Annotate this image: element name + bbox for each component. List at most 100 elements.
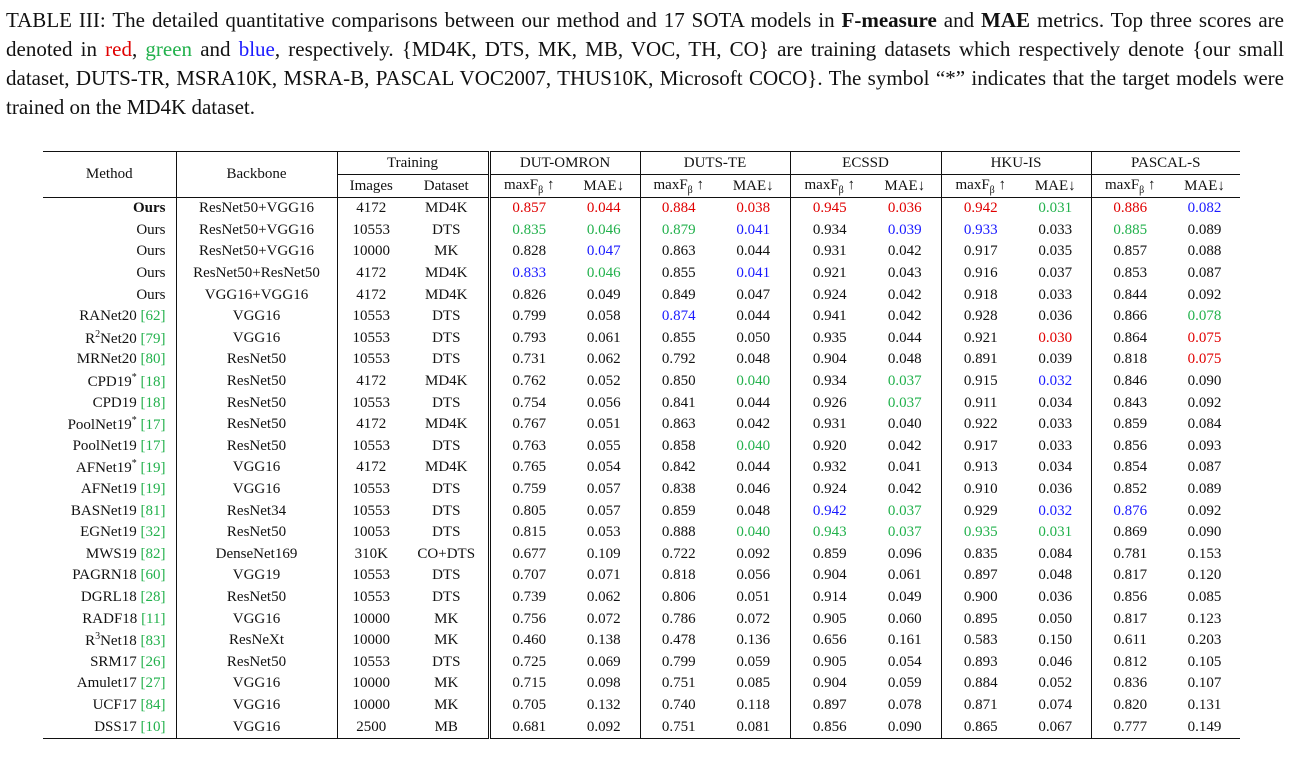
mae-value: 0.075 — [1187, 351, 1222, 368]
maxf-value: 0.934 — [812, 373, 847, 390]
citation-link[interactable]: [17] — [140, 417, 166, 434]
citation-link[interactable]: [10] — [140, 718, 166, 735]
beta-subscript: β — [687, 184, 693, 196]
images-cell: 10553 — [352, 221, 391, 238]
maxf-value: 0.869 — [1113, 524, 1148, 541]
maxf-value: 0.931 — [812, 243, 847, 260]
training-dataset-cell: DTS — [405, 327, 491, 350]
maxf-value: 0.905 — [812, 653, 847, 670]
maxf-value: 0.799 — [661, 653, 696, 670]
citation-link[interactable]: [32] — [140, 524, 166, 541]
method-cell: MWS19 [82] — [43, 543, 177, 566]
images-cell: 10553 — [352, 481, 391, 498]
method-name: PAGRN18 — [72, 567, 141, 584]
beta-subscript: β — [989, 184, 995, 196]
maxf-value: 0.917 — [963, 243, 998, 260]
citation-link[interactable]: [28] — [140, 588, 166, 605]
citation-link[interactable]: [19] — [140, 460, 166, 477]
mae-value: 0.084 — [1020, 543, 1092, 566]
maxf-value: 0.924 — [812, 286, 847, 303]
citation-link[interactable]: [60] — [140, 567, 166, 584]
backbone-cell: ResNet50+VGG16 — [176, 197, 338, 220]
backbone-cell: DenseNet169 — [176, 543, 338, 566]
table-row: Ours ResNet50+VGG16 10553 DTS 0.835 0.046 0.87… — [43, 219, 1240, 242]
citation-link[interactable]: [84] — [140, 696, 166, 713]
method-cell: Amulet17 [27] — [43, 673, 177, 695]
maxf-value: 0.888 — [661, 524, 696, 541]
citation-link[interactable]: [80] — [140, 351, 166, 368]
table-row: UCF17 [84] VGG16 10000 MK 0.705 0.132 0.740 0.1… — [43, 694, 1240, 717]
backbone-cell: ResNet50+VGG16 — [176, 219, 338, 242]
table-row: Ours ResNet50+ResNet50 4172 MD4K 0.833 0.046 0… — [43, 262, 1240, 285]
maxf-value: 0.841 — [661, 394, 696, 411]
maxf-value: 0.844 — [1113, 286, 1148, 303]
maxf-value: 0.863 — [661, 243, 696, 260]
dataset-header: DUT-OMRON — [489, 151, 641, 175]
mae-value: 0.062 — [568, 349, 641, 371]
mae-value: 0.058 — [568, 305, 641, 328]
mae-value: 0.036 — [1020, 305, 1092, 328]
method-name: DSS17 — [94, 718, 141, 735]
beta-subscript: β — [838, 184, 844, 196]
citation-link[interactable]: [26] — [140, 653, 166, 670]
training-dataset-cell: MD4K — [405, 284, 491, 306]
mae-value: 0.037 — [869, 500, 942, 522]
training-dataset-cell: MD4K — [405, 370, 491, 393]
table-row: RADF18 [11] VGG16 10000 MK 0.756 0.072 0.786 0.… — [43, 608, 1240, 630]
maxf-value: 0.478 — [661, 632, 696, 649]
maxf-value: 0.858 — [661, 437, 696, 454]
maxf-value: 0.751 — [661, 675, 696, 692]
mae-value: 0.120 — [1187, 567, 1222, 584]
mae-value: 0.046 — [568, 262, 641, 285]
method-name: AFNet19 — [75, 460, 132, 477]
mae-value: 0.041 — [717, 219, 791, 242]
citation-link[interactable]: [18] — [140, 374, 166, 391]
mae-value: 0.048 — [717, 349, 791, 371]
citation-link[interactable]: [19] — [140, 481, 166, 498]
mae-value: 0.092 — [1187, 394, 1222, 411]
maxf-value: 0.781 — [1113, 545, 1148, 562]
backbone-cell: VGG16 — [176, 305, 338, 328]
mae-value: 0.047 — [568, 241, 641, 263]
backbone-cell: VGG16 — [176, 694, 338, 717]
method-cell: Ours — [43, 284, 177, 306]
maxf-value: 0.756 — [512, 610, 547, 627]
citation-link[interactable]: [62] — [140, 308, 166, 325]
maxf-value: 0.924 — [812, 481, 847, 498]
citation-link[interactable]: [82] — [140, 545, 166, 562]
mae-value: 0.072 — [717, 608, 791, 630]
maxf-value: 0.777 — [1091, 716, 1170, 739]
maxf-value: 0.934 — [812, 221, 847, 238]
table-row: Ours ResNet50+VGG16 10000 MK 0.828 0.047 0.863… — [43, 241, 1240, 263]
citation-link[interactable]: [79] — [140, 330, 166, 347]
up-arrow: ↑ — [994, 176, 1007, 193]
mae-value: 0.105 — [1187, 653, 1222, 670]
images-cell: 10000 — [352, 632, 391, 649]
mae-value: 0.203 — [1187, 632, 1222, 649]
mae-value: 0.046 — [1020, 651, 1092, 674]
citation-link[interactable]: [17] — [140, 437, 166, 454]
mae-value: 0.096 — [869, 543, 942, 566]
maxf-value: 0.731 — [512, 351, 547, 368]
mae-value: 0.038 — [717, 197, 791, 220]
training-dataset-cell: DTS — [405, 435, 491, 458]
mae-value: 0.042 — [869, 284, 942, 306]
images-cell: 10000 — [352, 610, 391, 627]
citation-link[interactable]: [83] — [140, 633, 166, 650]
mae-value: 0.136 — [717, 629, 791, 652]
method-name: R — [85, 330, 96, 347]
method-name: EGNet19 — [80, 524, 141, 541]
maxf-value: 0.918 — [963, 286, 998, 303]
citation-link[interactable]: [11] — [141, 610, 166, 627]
mae-value: 0.051 — [717, 586, 791, 609]
images-cell: 10553 — [352, 502, 391, 519]
beta-subscript: β — [538, 184, 544, 196]
up-arrow: ↑ — [843, 176, 856, 193]
citation-link[interactable]: [27] — [140, 675, 166, 692]
maxf-value: 0.843 — [1113, 394, 1148, 411]
citation-link[interactable]: [18] — [140, 394, 166, 411]
method-cell: EGNet19 [32] — [43, 521, 177, 544]
citation-link[interactable]: [81] — [140, 502, 166, 519]
images-cell: 10553 — [352, 588, 391, 605]
method-name: Amulet17 — [76, 675, 141, 692]
